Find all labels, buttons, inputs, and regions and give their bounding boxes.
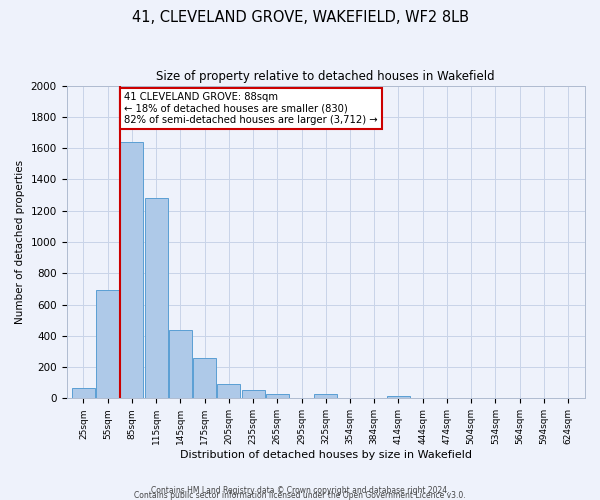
Y-axis label: Number of detached properties: Number of detached properties <box>15 160 25 324</box>
Bar <box>145 198 167 398</box>
Bar <box>72 388 95 398</box>
Bar <box>121 142 143 399</box>
Bar <box>266 394 289 398</box>
Bar <box>96 290 119 399</box>
Bar <box>387 396 410 398</box>
Bar <box>217 384 241 398</box>
Text: Contains HM Land Registry data © Crown copyright and database right 2024.: Contains HM Land Registry data © Crown c… <box>151 486 449 495</box>
Text: 41 CLEVELAND GROVE: 88sqm
← 18% of detached houses are smaller (830)
82% of semi: 41 CLEVELAND GROVE: 88sqm ← 18% of detac… <box>124 92 377 125</box>
X-axis label: Distribution of detached houses by size in Wakefield: Distribution of detached houses by size … <box>180 450 472 460</box>
Bar <box>314 394 337 398</box>
Bar <box>169 330 192 398</box>
Text: 41, CLEVELAND GROVE, WAKEFIELD, WF2 8LB: 41, CLEVELAND GROVE, WAKEFIELD, WF2 8LB <box>131 10 469 25</box>
Text: Contains public sector information licensed under the Open Government Licence v3: Contains public sector information licen… <box>134 491 466 500</box>
Bar <box>193 358 216 399</box>
Title: Size of property relative to detached houses in Wakefield: Size of property relative to detached ho… <box>157 70 495 83</box>
Bar <box>242 390 265 398</box>
